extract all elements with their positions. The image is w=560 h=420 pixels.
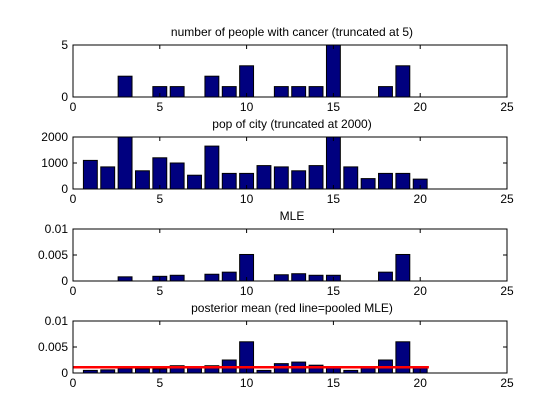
- bar: [308, 165, 324, 190]
- bar: [204, 75, 220, 98]
- x-tick-label: 5: [156, 376, 163, 390]
- y-tick-label: 0: [61, 274, 68, 288]
- bar: [343, 166, 359, 190]
- bar: [360, 178, 376, 190]
- x-tick-label: 5: [156, 100, 163, 114]
- x-tick-label: 15: [327, 100, 341, 114]
- bar: [152, 157, 168, 190]
- subplot-title: posterior mean (red line=pooled MLE): [191, 301, 393, 315]
- bar: [169, 86, 185, 98]
- x-tick-label: 0: [70, 192, 77, 206]
- bar: [378, 271, 393, 282]
- bar: [378, 86, 393, 98]
- bar: [134, 170, 150, 190]
- bar: [308, 274, 324, 282]
- bar: [273, 166, 289, 190]
- y-tick-label: 0.005: [38, 248, 68, 262]
- x-tick-label: 0: [70, 100, 77, 114]
- x-tick-label: 20: [414, 100, 428, 114]
- bar: [325, 136, 341, 190]
- y-tick-label: 2000: [41, 130, 68, 144]
- subplot-title: MLE: [280, 209, 305, 223]
- y-tick-label: 1000: [41, 156, 68, 170]
- bar: [308, 86, 324, 98]
- bar: [291, 86, 307, 98]
- bar: [117, 75, 133, 98]
- subplot-1: 0 5 10 15 20 25 0 5 number of people with cancer…: [61, 25, 514, 114]
- bar: [117, 136, 133, 190]
- bar: [395, 253, 411, 282]
- bar: [204, 145, 220, 190]
- x-tick-label: 25: [500, 284, 514, 298]
- bar: [239, 65, 255, 98]
- subplot-2: 0 5 10 15 20 25 0 1000 2000 pop of city (truncate…: [41, 117, 514, 206]
- x-tick-label: 20: [414, 284, 428, 298]
- y-tick-label: 0.01: [45, 314, 69, 328]
- bar: [169, 162, 185, 190]
- bar: [169, 274, 185, 282]
- bar: [221, 271, 237, 282]
- x-tick-label: 25: [500, 376, 514, 390]
- subplot-3: 0 5 10 15 20 25 0 0.005 0.01 MLE: [38, 209, 514, 298]
- bar: [100, 166, 116, 190]
- bar: [221, 172, 237, 190]
- bar: [117, 367, 133, 374]
- bar: [221, 86, 237, 98]
- bar: [256, 165, 272, 190]
- x-tick-label: 5: [156, 192, 163, 206]
- axes-box: [72, 228, 508, 282]
- subplot-title: pop of city (truncated at 2000): [212, 117, 371, 131]
- x-tick-label: 5: [156, 284, 163, 298]
- x-tick-label: 10: [240, 284, 254, 298]
- y-tick-label: 0: [61, 90, 68, 104]
- x-tick-label: 25: [500, 100, 514, 114]
- bar: [82, 159, 98, 190]
- bar: [134, 368, 150, 374]
- x-tick-label: 15: [327, 284, 341, 298]
- axes-box: [72, 320, 508, 374]
- subplot-4: 0 5 10 15 20 25 0 0.005 0.01 posterior mean (red …: [38, 301, 514, 390]
- x-tick-label: 20: [414, 376, 428, 390]
- bar: [325, 44, 341, 98]
- x-tick-label: 10: [240, 192, 254, 206]
- x-tick-label: 15: [327, 192, 341, 206]
- bar: [291, 273, 307, 282]
- bar: [395, 65, 411, 98]
- x-tick-label: 10: [240, 376, 254, 390]
- bar: [187, 174, 202, 190]
- y-tick-label: 0.01: [45, 222, 69, 236]
- bar: [273, 274, 289, 282]
- x-tick-label: 0: [70, 284, 77, 298]
- bar: [378, 172, 393, 190]
- subplot-title: number of people with cancer (truncated …: [171, 25, 413, 39]
- x-tick-label: 0: [70, 376, 77, 390]
- bar: [395, 172, 411, 190]
- y-tick-label: 5: [61, 38, 68, 52]
- bar: [204, 273, 220, 282]
- bar: [273, 86, 289, 98]
- y-tick-label: 0: [61, 182, 68, 196]
- bar: [291, 170, 307, 190]
- axes-box: [72, 44, 508, 98]
- x-tick-label: 20: [414, 192, 428, 206]
- y-tick-label: 0: [61, 366, 68, 380]
- bar: [117, 276, 133, 282]
- x-tick-label: 10: [240, 100, 254, 114]
- x-tick-label: 15: [327, 376, 341, 390]
- y-tick-label: 0.005: [38, 340, 68, 354]
- x-tick-label: 25: [500, 192, 514, 206]
